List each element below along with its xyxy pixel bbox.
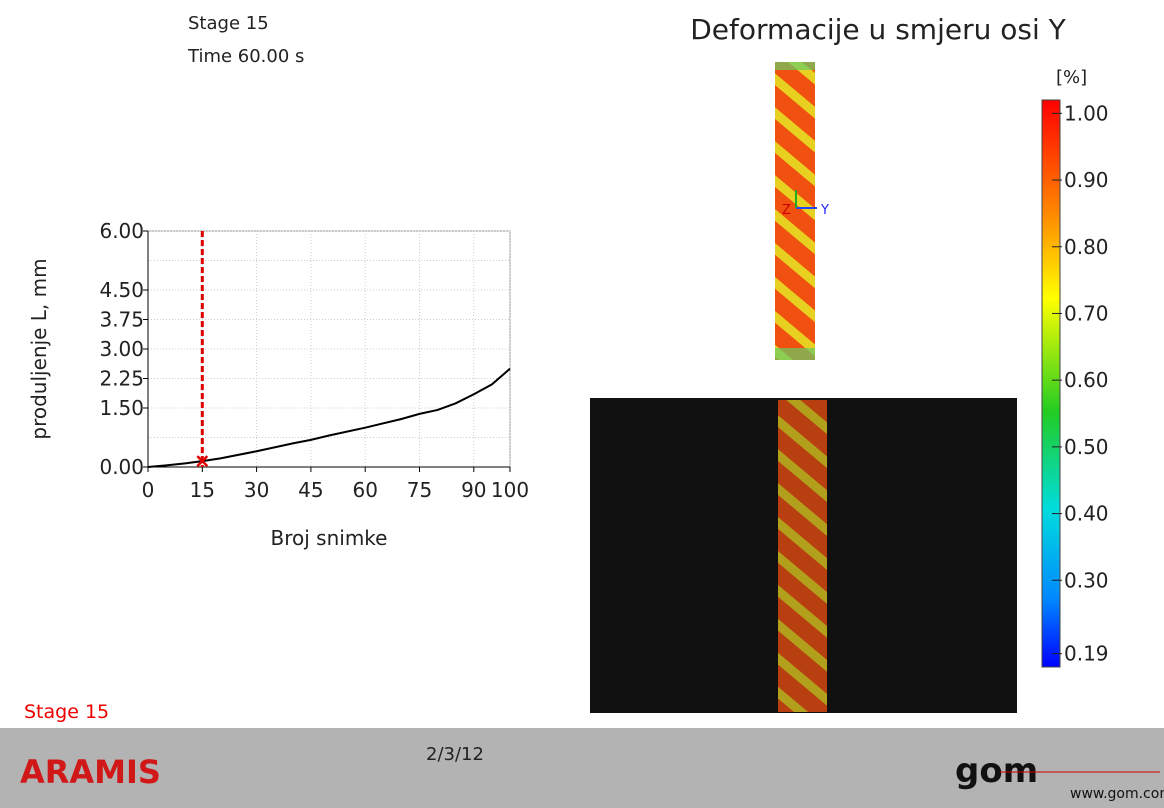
axis-z-label: Z — [782, 203, 791, 218]
time-label: Time 60.00 s — [187, 46, 304, 67]
colorbar-tick-label: 0.60 — [1064, 368, 1109, 392]
colorbar-tick-label: 0.50 — [1064, 435, 1109, 459]
url: www.gom.com — [1070, 786, 1164, 802]
y-tick-label: 2.25 — [99, 367, 144, 391]
colorbar-tick-label: 0.70 — [1064, 301, 1109, 325]
footer-bar — [0, 728, 1164, 808]
y-tick-label: 3.75 — [99, 308, 144, 332]
specimen-overlay — [778, 400, 827, 712]
y-tick-label: 3.00 — [99, 337, 144, 361]
axis-y-label: Y — [820, 203, 829, 218]
y-tick-label: 4.50 — [99, 278, 144, 302]
colorbar-tick-label: 0.30 — [1064, 568, 1109, 592]
colorbar-tick-label: 0.19 — [1064, 642, 1109, 666]
colorbar-tick-label: 0.80 — [1064, 235, 1109, 259]
colorbar — [1041, 99, 1061, 668]
y-tick-label: 6.00 — [99, 219, 144, 243]
x-tick-label: 90 — [461, 478, 486, 502]
specimen-edge — [775, 62, 815, 70]
x-tick-label: 45 — [298, 478, 323, 502]
x-tick-label: 30 — [244, 478, 269, 502]
colorbar-tick-label: 1.00 — [1064, 101, 1109, 125]
colorbar-tick-label: 0.40 — [1064, 502, 1109, 526]
y-tick-label: 0.00 — [99, 455, 144, 479]
product-name: ARAMIS — [20, 753, 161, 791]
y-axis-title: produljenje L, mm — [27, 258, 51, 439]
specimen-strain-view — [775, 62, 815, 360]
x-tick-label: 75 — [407, 478, 432, 502]
stage-footer: Stage 15 — [24, 701, 109, 723]
date: 2/3/12 — [426, 744, 484, 765]
x-tick-label: 15 — [190, 478, 215, 502]
colorbar-tick-label: 0.90 — [1064, 168, 1109, 192]
x-tick-label: 100 — [491, 478, 529, 502]
specimen-edge — [775, 348, 815, 360]
title: Deformacije u smjeru osi Y — [690, 13, 1066, 46]
x-tick-label: 0 — [142, 478, 155, 502]
y-tick-label: 1.50 — [99, 396, 144, 420]
stage-label: Stage 15 — [188, 13, 269, 34]
x-tick-label: 60 — [352, 478, 377, 502]
logo: gom — [955, 751, 1038, 791]
current-stage-marker — [196, 455, 209, 467]
x-axis-title: Broj snimke — [271, 526, 388, 550]
colorbar-unit: [%] — [1056, 67, 1087, 88]
data-line — [147, 367, 511, 468]
